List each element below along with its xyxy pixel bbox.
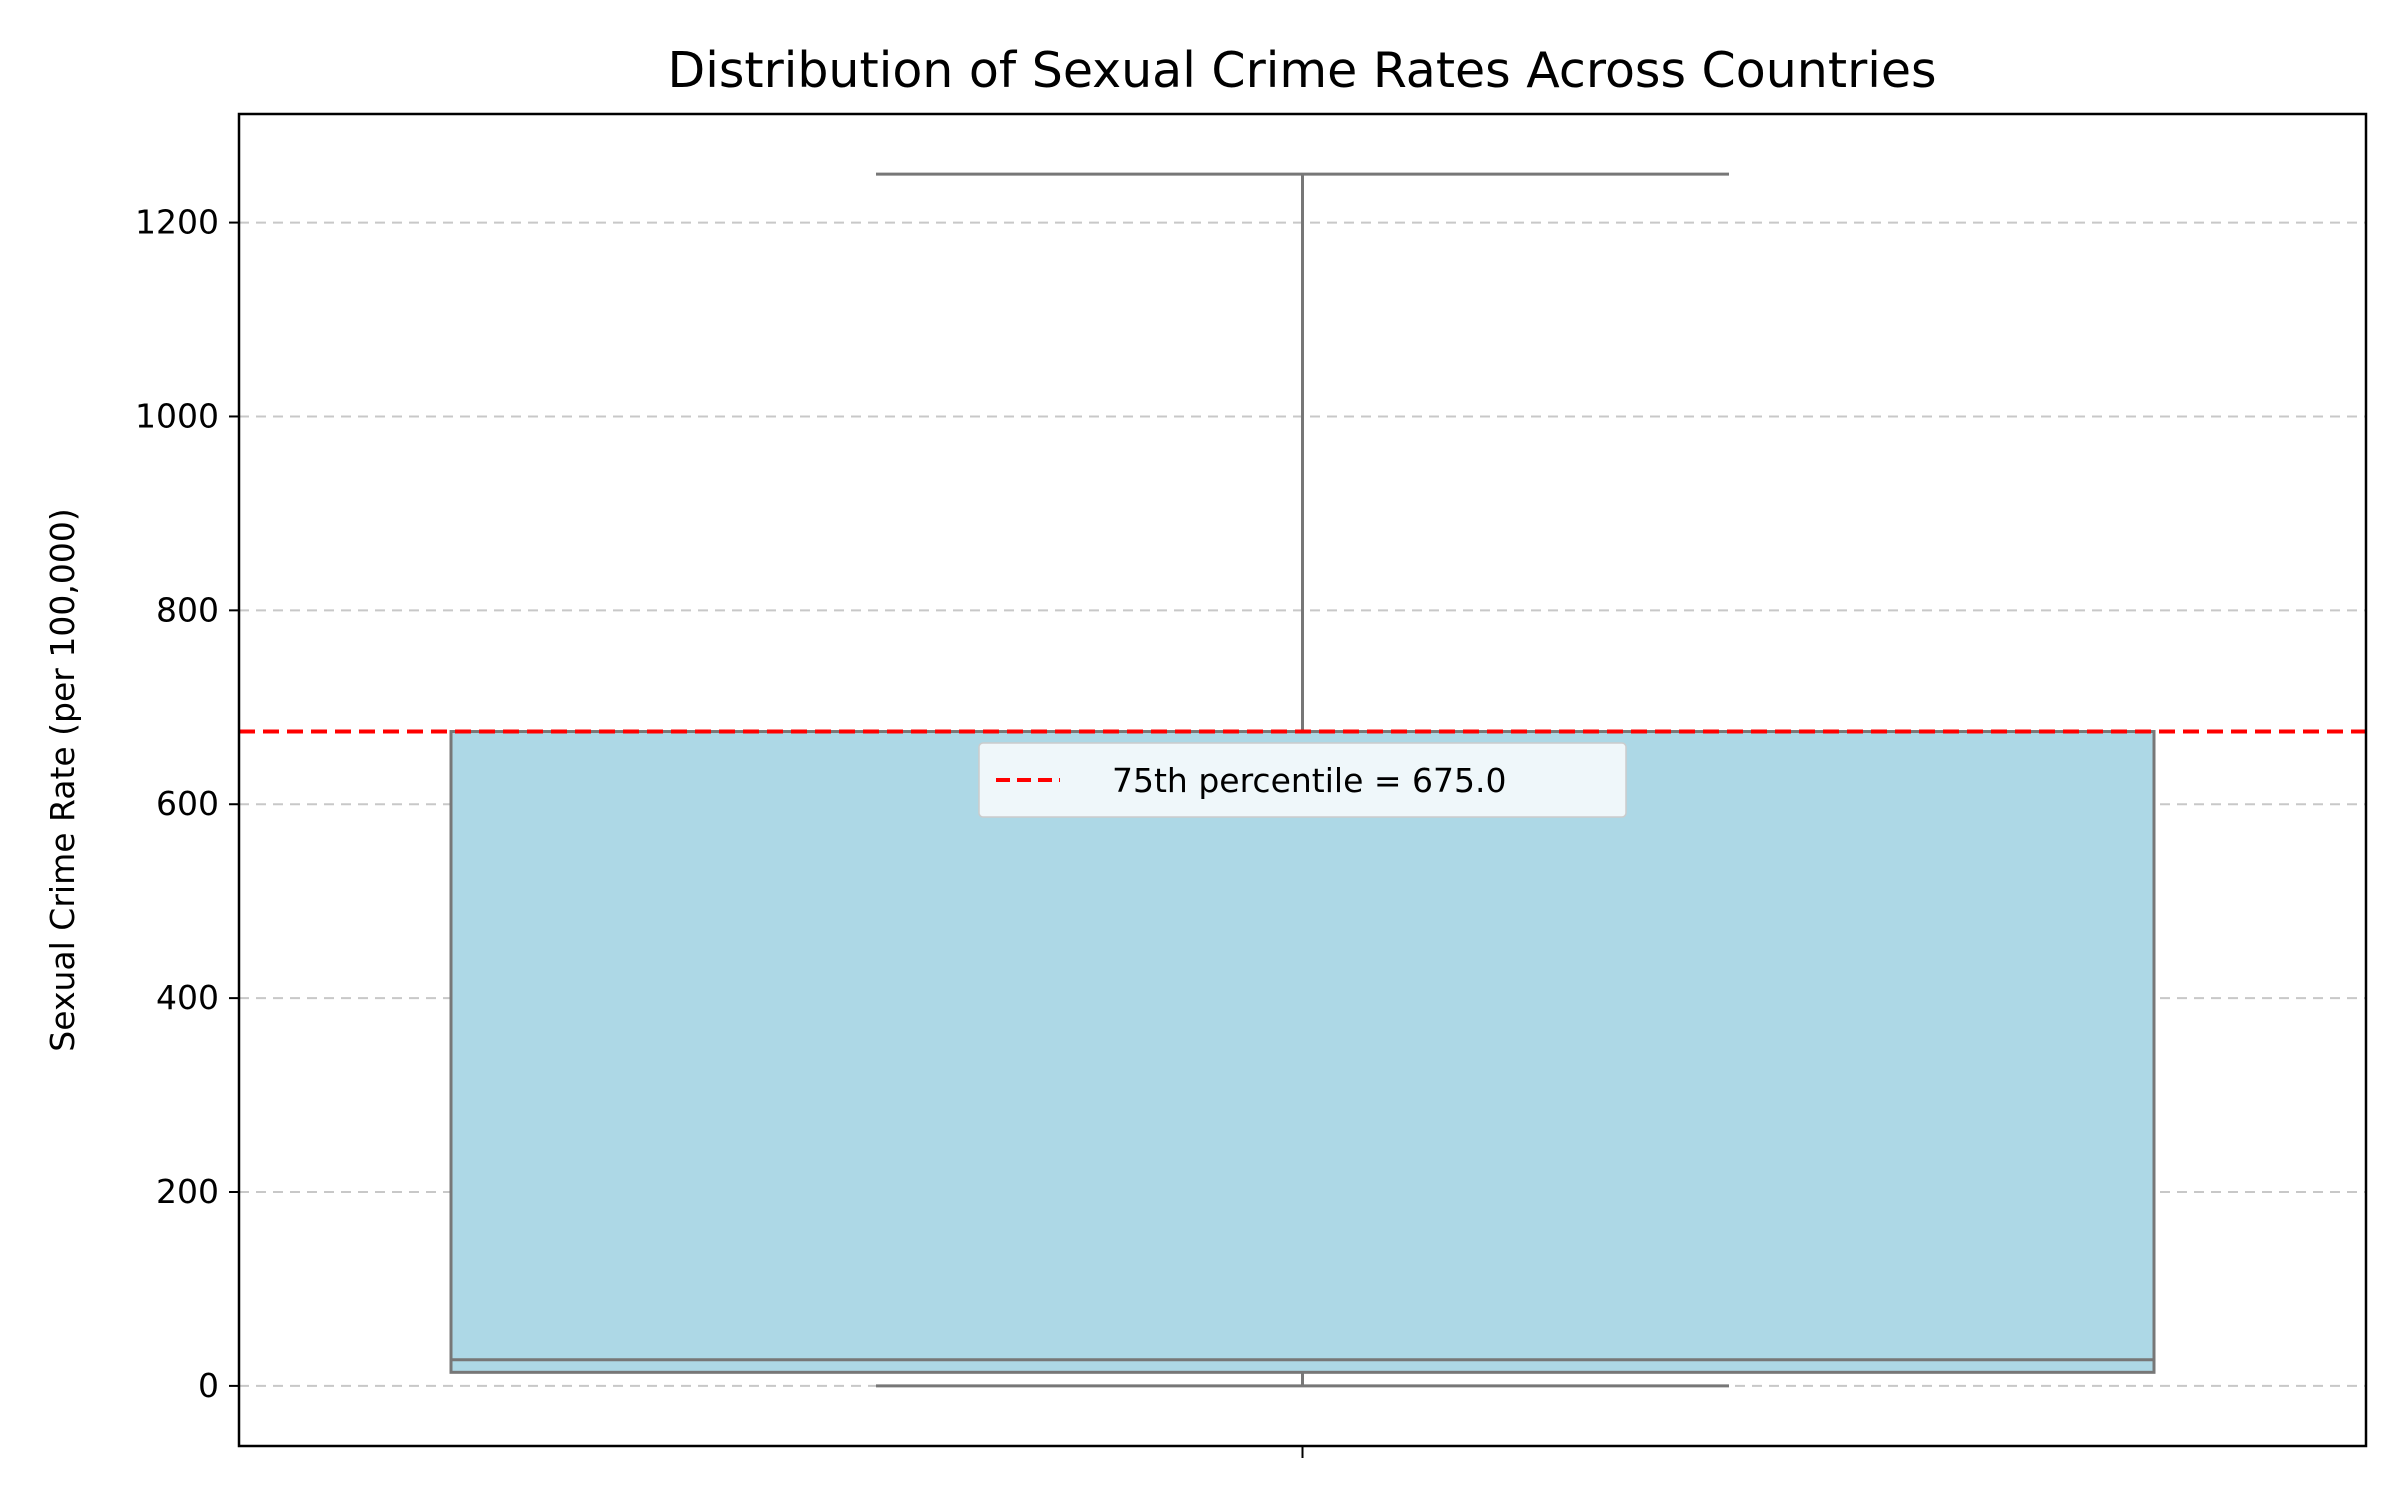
y-tick-label: 600 xyxy=(156,784,219,823)
y-axis-label: Sexual Crime Rate (per 100,000) xyxy=(43,508,82,1051)
y-tick-label: 400 xyxy=(156,978,219,1017)
y-tick-label: 1200 xyxy=(135,203,219,242)
y-tick-label: 800 xyxy=(156,590,219,629)
y-tick-label: 200 xyxy=(156,1172,219,1211)
legend-box xyxy=(978,742,1627,818)
box-iqr xyxy=(449,730,2156,1374)
legend-label: 75th percentile = 675.0 xyxy=(1112,761,1506,800)
y-tick-label: 0 xyxy=(198,1366,219,1405)
y-tick-label: 1000 xyxy=(135,396,219,435)
legend: 75th percentile = 675.0 xyxy=(978,742,1627,818)
box-plot xyxy=(449,172,2156,1388)
chart-title: Distribution of Sexual Crime Rates Acros… xyxy=(667,42,1936,99)
y-axis-ticks: 0 200 400 600 800 1000 1200 xyxy=(135,203,1304,1458)
